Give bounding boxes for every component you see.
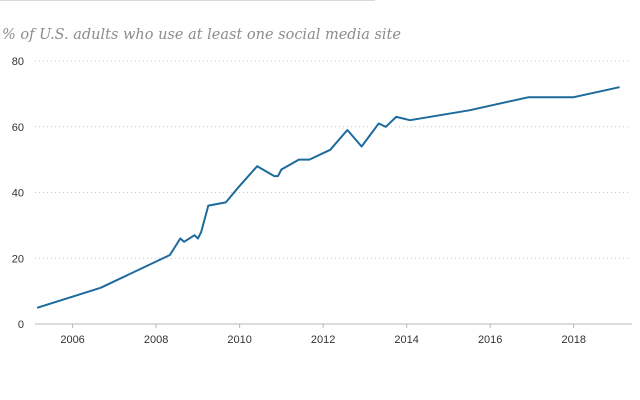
data-point [378,123,380,125]
y-tick-label: 40 [12,188,24,200]
data-point [346,129,348,131]
top-divider [0,0,375,1]
data-point [169,254,171,256]
data-point [197,238,199,240]
x-tick-label: 2014 [394,334,418,346]
data-point [280,169,282,171]
data-point [183,241,185,243]
data-point [528,96,530,98]
data-point [385,126,387,128]
data-point [194,234,196,236]
x-tick-label: 2008 [144,334,168,346]
data-point [200,231,202,233]
x-tick-label: 2010 [227,334,251,346]
data-point [618,86,620,88]
y-tick-label: 0 [18,319,24,331]
data-point [277,175,279,177]
y-tick-label: 60 [12,122,24,134]
x-tick-label: 2018 [561,334,585,346]
x-axis [35,323,632,328]
data-point [225,201,227,203]
x-tick-label: 2012 [311,334,335,346]
data-point [273,175,275,177]
series-layer [36,86,620,309]
data-point [207,205,209,207]
data-point [329,149,331,151]
gridlines [35,60,628,259]
data-point [395,116,397,118]
tick-labels: 0 20 40 60 80 2006 2008 2010 2012 2014 2016 2018 [12,56,586,346]
y-tick-label: 80 [12,56,24,68]
data-point [468,109,470,111]
data-point [179,238,181,240]
data-point [239,185,241,187]
data-point [409,119,411,121]
x-tick-label: 2006 [60,334,84,346]
data-point [100,287,102,289]
data-point [256,165,258,167]
series-line [36,86,620,309]
y-tick-label: 20 [12,253,24,265]
data-point [37,307,39,309]
data-point [361,146,363,148]
x-tick-label: 2016 [478,334,502,346]
chart-title: % of U.S. adults who use at least one so… [2,27,401,43]
data-point [298,159,300,161]
data-point [573,96,575,98]
data-point [308,159,310,161]
